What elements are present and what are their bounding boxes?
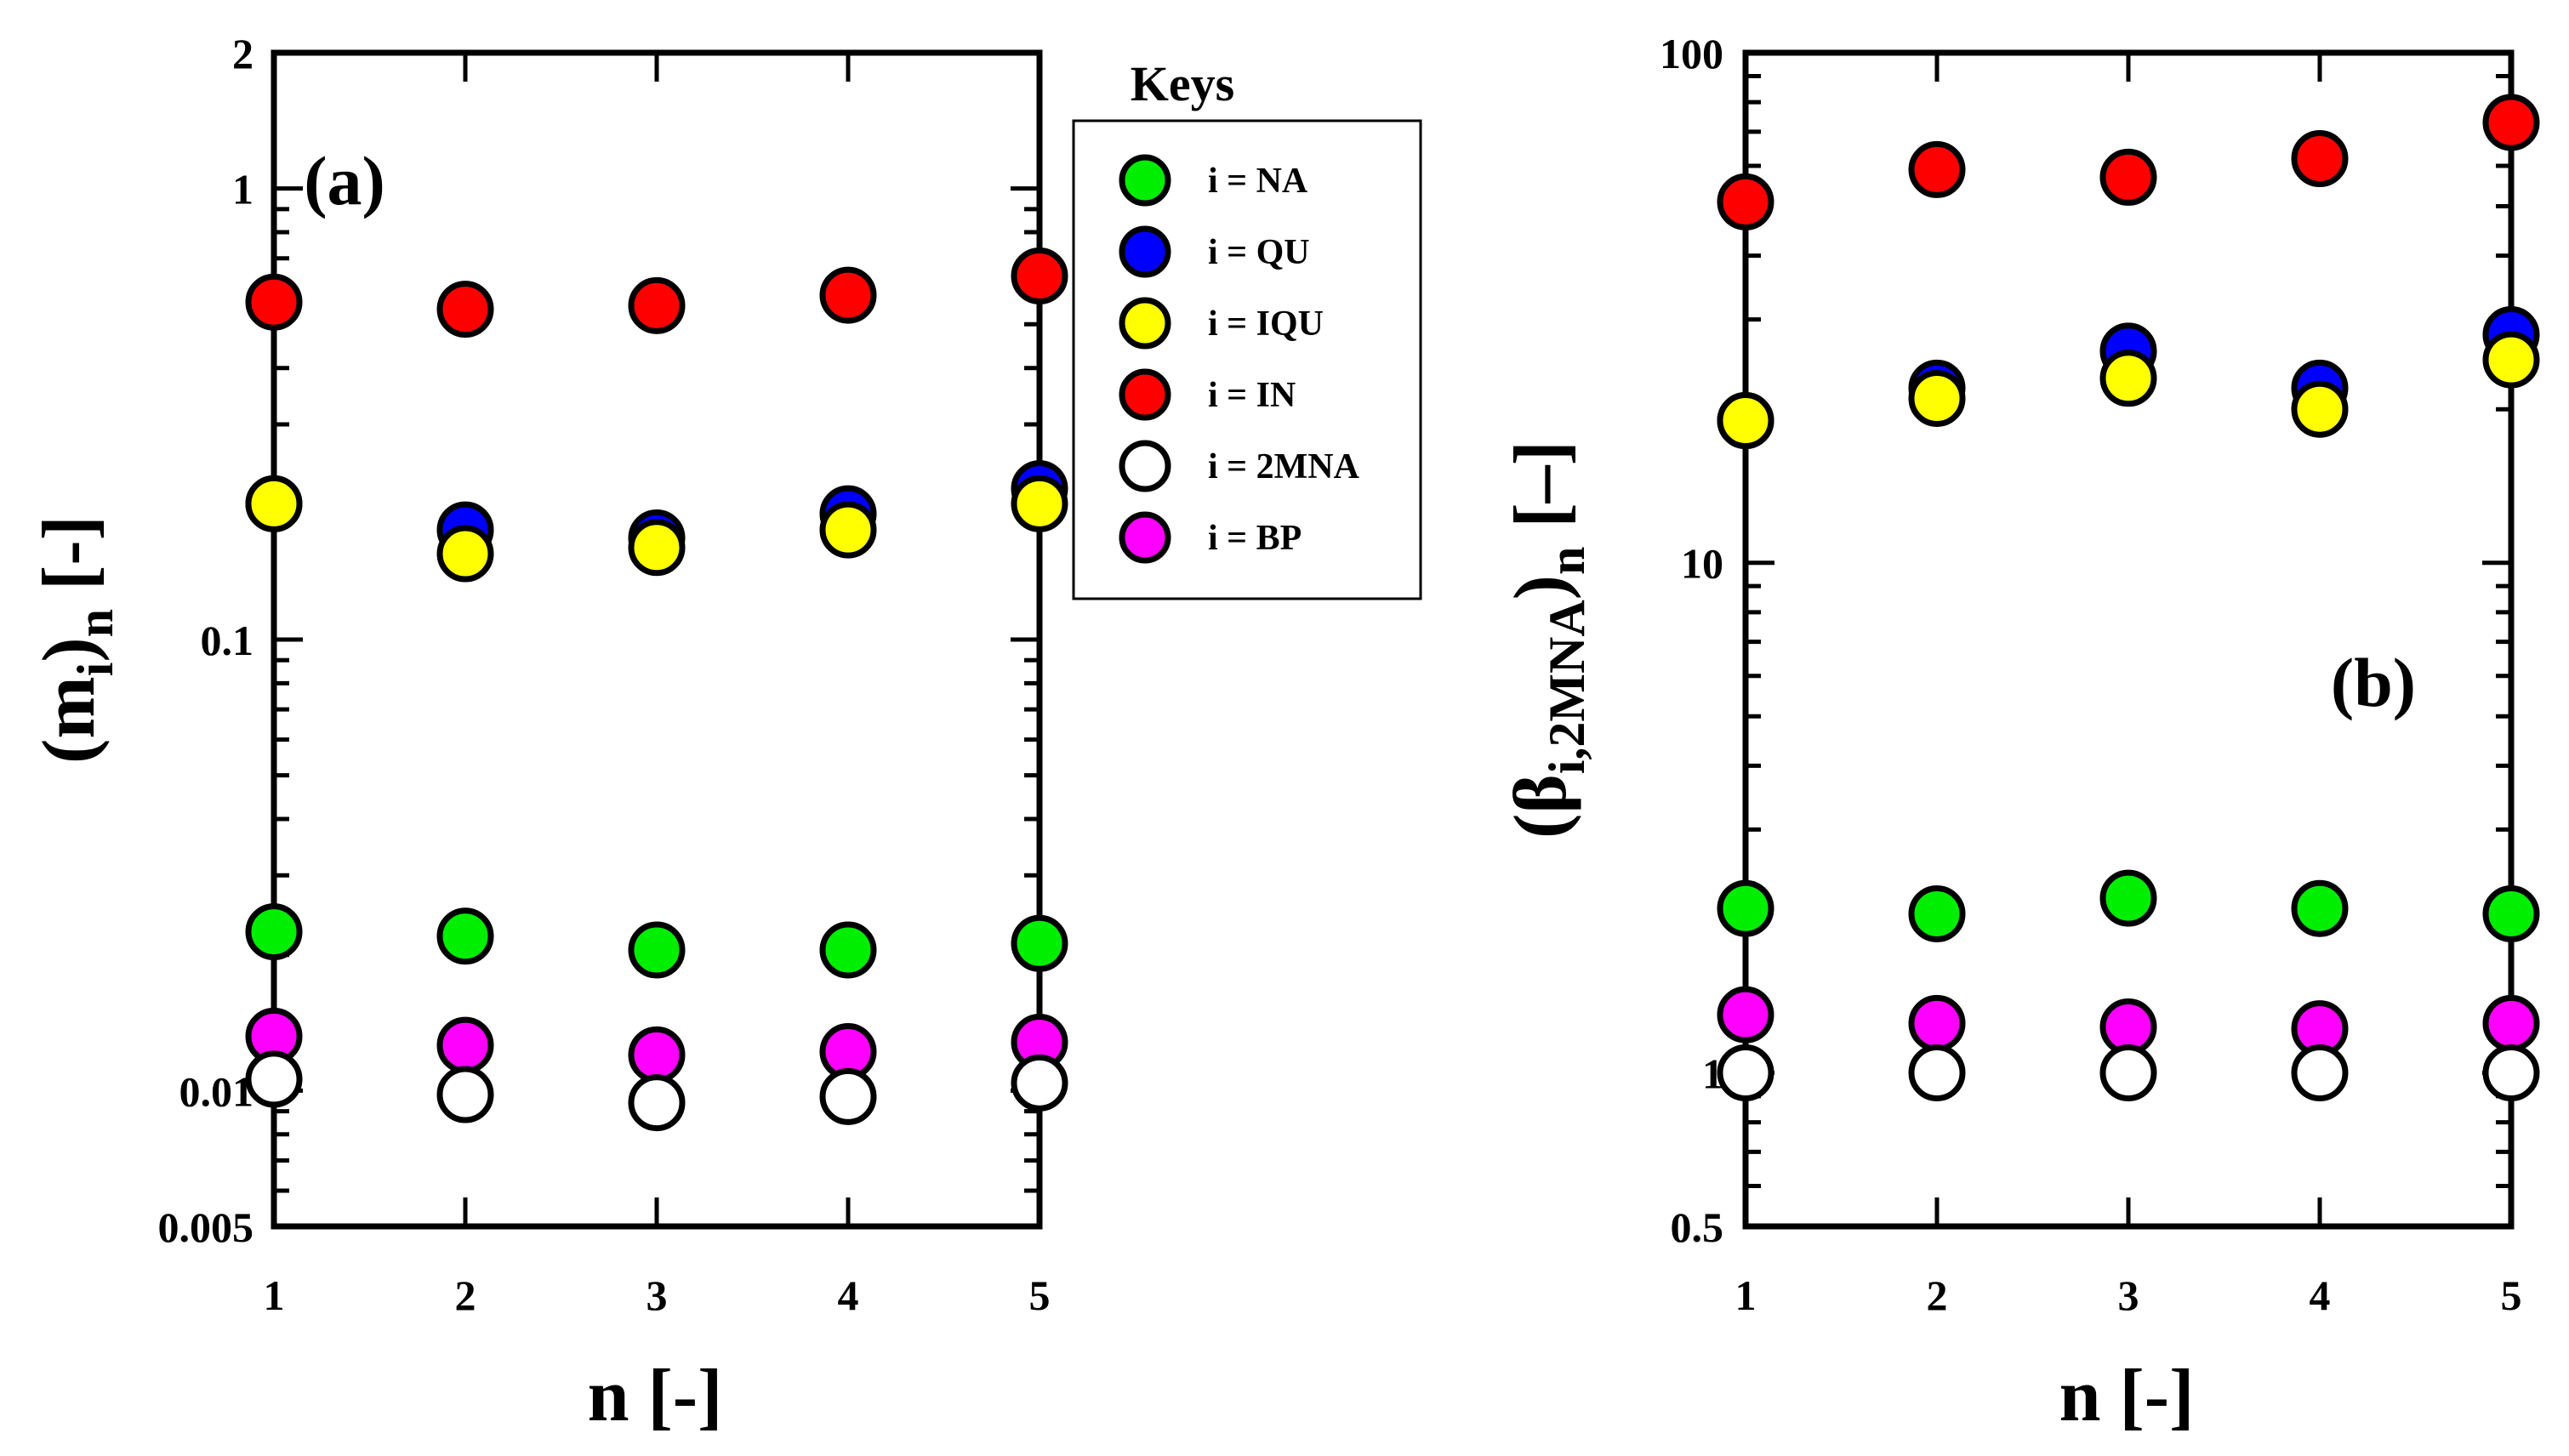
data-point-in xyxy=(2482,94,2540,151)
y-tick-label: 1 xyxy=(232,166,253,213)
y-tick-label: 0.5 xyxy=(1671,1203,1724,1251)
legend-marker xyxy=(1119,154,1171,207)
x-axis-title: n [-] xyxy=(2059,1355,2195,1437)
y-tick-label: 100 xyxy=(1660,30,1723,77)
y-tick-label: 0.01 xyxy=(179,1067,254,1115)
data-point-in xyxy=(1011,247,1068,304)
data-point-bp xyxy=(1717,986,1774,1044)
data-point-na xyxy=(2099,869,2157,927)
data-point-iqu xyxy=(1011,475,1068,532)
data-point-bp xyxy=(2482,994,2540,1052)
x-tick-label: 4 xyxy=(838,1271,859,1319)
y-axis-title: (βi,2MNA)n [–] xyxy=(1500,441,1595,839)
panel-a: 1 2 3 4 5 0.005 0.01 0.1 1 2 n [-] (mi)n [-] (a) xyxy=(28,30,1068,1437)
data-point-iqu xyxy=(436,525,494,583)
legend-marker xyxy=(1119,511,1171,564)
legend-label: i = IQU xyxy=(1208,304,1324,344)
data-point-na xyxy=(245,903,303,961)
legend-label: i = QU xyxy=(1208,233,1310,272)
data-point-iqu xyxy=(1908,369,1966,427)
legend-label: i = 2MNA xyxy=(1208,447,1360,486)
data-point-2mna xyxy=(628,1074,686,1132)
data-point-na xyxy=(819,921,877,979)
data-point-na xyxy=(436,907,494,965)
legend-title: Keys xyxy=(1131,56,1234,111)
x-tick-label: 2 xyxy=(455,1271,476,1319)
data-point-2mna xyxy=(1011,1054,1068,1112)
data-point-iqu xyxy=(245,475,303,532)
series-na xyxy=(245,903,1068,979)
legend: Keys i = NA i = QU i = IQU i = IN i = 2MNA i =… xyxy=(1072,56,1422,600)
data-point-2mna xyxy=(1908,1044,1966,1101)
y-axis-title: (mi)n [-] xyxy=(28,515,123,764)
panel-label: (a) xyxy=(304,142,385,219)
data-point-in xyxy=(2099,148,2157,206)
x-tick-label: 2 xyxy=(1927,1271,1948,1319)
data-point-na xyxy=(1011,914,1068,972)
legend-marker xyxy=(1119,297,1171,350)
series-na xyxy=(1717,869,2540,942)
legend-label: i = NA xyxy=(1208,162,1308,201)
legend-marker xyxy=(1119,440,1171,492)
x-tick-label: 5 xyxy=(1029,1271,1051,1319)
data-point-in xyxy=(1908,140,1966,198)
series-2mna xyxy=(1717,1044,2540,1101)
data-point-2mna xyxy=(245,1050,303,1108)
y-tick-label: 2 xyxy=(232,30,253,77)
data-point-in xyxy=(1717,173,1774,230)
data-point-in xyxy=(628,276,686,334)
data-point-na xyxy=(2291,879,2349,937)
x-tick-label: 5 xyxy=(2501,1271,2522,1319)
data-point-in xyxy=(245,273,303,331)
data-point-2mna xyxy=(1717,1044,1774,1101)
data-point-iqu xyxy=(2099,350,2157,407)
data-point-in xyxy=(2291,130,2349,188)
data-point-iqu xyxy=(2482,331,2540,389)
panel-label: (b) xyxy=(2331,644,2416,721)
data-point-2mna xyxy=(2099,1044,2157,1101)
x-axis-title: n [-] xyxy=(588,1355,723,1437)
x-tick-label: 4 xyxy=(2310,1271,2331,1319)
y-tick-label: 0.005 xyxy=(158,1203,254,1251)
series-2mna xyxy=(245,1050,1068,1132)
data-point-iqu xyxy=(819,501,877,559)
data-point-bp xyxy=(628,1026,686,1083)
series-in xyxy=(245,247,1068,338)
y-tick-label: 0.1 xyxy=(201,617,254,664)
data-point-bp xyxy=(1908,994,1966,1052)
series-in xyxy=(1717,94,2540,230)
x-tick-label: 1 xyxy=(1735,1271,1757,1319)
data-point-iqu xyxy=(628,519,686,577)
y-tick-label: 10 xyxy=(1681,540,1723,588)
data-point-2mna xyxy=(819,1067,877,1125)
series-iqu xyxy=(245,475,1068,583)
data-point-na xyxy=(628,921,686,979)
series-bp xyxy=(245,1007,1068,1083)
legend-marker xyxy=(1119,225,1171,278)
x-tick-label: 1 xyxy=(264,1271,285,1319)
data-point-2mna xyxy=(2482,1044,2540,1101)
data-point-in xyxy=(819,266,877,324)
data-point-2mna xyxy=(2291,1044,2349,1101)
data-point-na xyxy=(1717,879,1774,937)
data-point-na xyxy=(1908,884,1966,942)
data-point-na xyxy=(2482,884,2540,942)
legend-label: i = IN xyxy=(1208,376,1296,415)
x-tick-label: 3 xyxy=(2118,1271,2139,1319)
data-point-bp xyxy=(436,1016,494,1074)
legend-marker xyxy=(1119,368,1171,421)
legend-label: i = BP xyxy=(1208,519,1302,558)
data-point-iqu xyxy=(1717,392,1774,450)
data-point-in xyxy=(436,281,494,338)
data-point-2mna xyxy=(436,1066,494,1123)
series-iqu xyxy=(1717,331,2540,450)
x-tick-label: 3 xyxy=(647,1271,668,1319)
data-point-iqu xyxy=(2291,380,2349,438)
